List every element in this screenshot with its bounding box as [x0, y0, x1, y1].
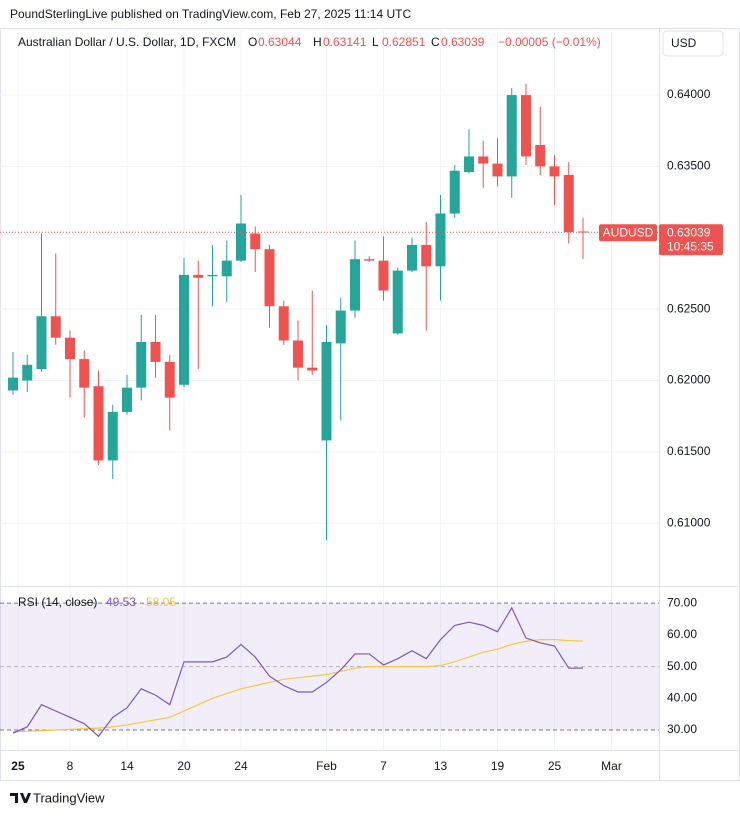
x-tick-label: Mar — [601, 759, 622, 773]
candle-body — [264, 249, 275, 307]
x-tick-label: 25 — [548, 759, 562, 773]
candle-body — [335, 310, 346, 344]
candle-body — [293, 340, 303, 368]
header: PoundSterlingLive published on TradingVi… — [10, 7, 411, 21]
y-tick-label: 0.61500 — [667, 444, 711, 458]
x-tick-label: 20 — [177, 759, 191, 773]
y-tick-label: 0.63500 — [667, 159, 711, 173]
candle-body — [535, 145, 546, 167]
candle-body — [506, 95, 517, 177]
candle-body — [93, 386, 104, 461]
x-tick-label: 7 — [380, 759, 387, 773]
currency[interactable]: USD — [671, 36, 697, 50]
candle-body — [350, 259, 360, 311]
candle-body — [435, 213, 446, 267]
legend-value: 0.62851 — [382, 35, 426, 49]
candle-body — [407, 244, 417, 271]
candle-body — [193, 274, 204, 278]
candle-body — [107, 411, 118, 461]
candle-body — [478, 156, 489, 164]
candle-body — [221, 260, 232, 277]
candle-body — [421, 244, 432, 267]
candle-body — [236, 223, 246, 261]
x-tick-label: Feb — [316, 759, 337, 773]
last-price: 0.63039 — [667, 225, 711, 239]
x-tick-label: 19 — [491, 759, 505, 773]
brand-logo — [10, 793, 31, 803]
x-tick-label: 13 — [434, 759, 448, 773]
candle-body — [521, 95, 531, 157]
candle-body — [492, 163, 503, 177]
rsi-tick-label: 50.00 — [667, 659, 697, 673]
x-tick-label: 14 — [120, 759, 134, 773]
candle-body — [8, 377, 18, 391]
candle-body — [464, 156, 474, 173]
legend-letter: L — [372, 35, 379, 49]
rsi-line — [12, 606, 584, 738]
x-tick-label: 25 — [11, 759, 25, 773]
candle-body — [36, 316, 47, 370]
candle-body — [549, 166, 560, 177]
candle-body — [207, 274, 218, 277]
candle-body — [122, 387, 132, 412]
legend-letter: H — [313, 35, 322, 49]
rsi-tick-label: 40.00 — [667, 690, 697, 704]
candle-body — [65, 337, 75, 360]
candle-body — [150, 341, 161, 362]
candle-body — [378, 260, 389, 291]
price-tag — [659, 224, 723, 256]
currency-button[interactable] — [662, 30, 724, 57]
candle-body — [79, 359, 90, 388]
candle-body — [449, 170, 460, 214]
candle-body — [563, 174, 574, 233]
candle-body — [392, 270, 403, 334]
y-tick-label: 0.62000 — [667, 373, 711, 387]
rsi-ma-value: 58.05 — [146, 595, 176, 609]
legend-letter: C — [431, 35, 440, 49]
symbol-tag — [599, 224, 657, 242]
rsi-tick-label: 60.00 — [667, 627, 697, 641]
legend-letter: O — [248, 35, 257, 49]
candle-body — [136, 341, 147, 388]
legend-value: 0.63044 — [258, 35, 302, 49]
x-tick-label: 8 — [67, 759, 74, 773]
rsi-tick-label: 70.00 — [667, 595, 697, 609]
rsi-value: 49.53 — [106, 595, 136, 609]
legend-value: 0.63039 — [441, 35, 485, 49]
x-tick-label: 24 — [234, 759, 248, 773]
y-tick-label: 0.64000 — [667, 87, 711, 101]
candle-body — [307, 367, 318, 371]
y-tick-label: 0.62500 — [667, 301, 711, 315]
candle-body — [278, 306, 289, 341]
candle-body — [364, 259, 375, 261]
legend-change: −0.00005 (−0.01%) — [498, 35, 601, 49]
rsi-tick-label: 30.00 — [667, 722, 697, 736]
candle-body — [50, 316, 61, 338]
y-tick-label: 0.61000 — [667, 515, 711, 529]
rsi-ma-line — [12, 639, 584, 733]
countdown: 10:45:35 — [667, 239, 714, 253]
legend-value: 0.63141 — [323, 35, 367, 49]
rsi-title: RSI (14, close) — [18, 595, 97, 609]
candle-body — [164, 361, 175, 398]
candle-body — [22, 364, 33, 381]
brand: TradingView — [33, 790, 105, 805]
symbol-label: AUDUSD — [603, 225, 654, 239]
candle-body — [179, 274, 189, 385]
legend-title: Australian Dollar / U.S. Dollar, 1D, FXC… — [18, 35, 236, 49]
candle-body — [321, 341, 332, 441]
candle-body — [250, 233, 261, 250]
